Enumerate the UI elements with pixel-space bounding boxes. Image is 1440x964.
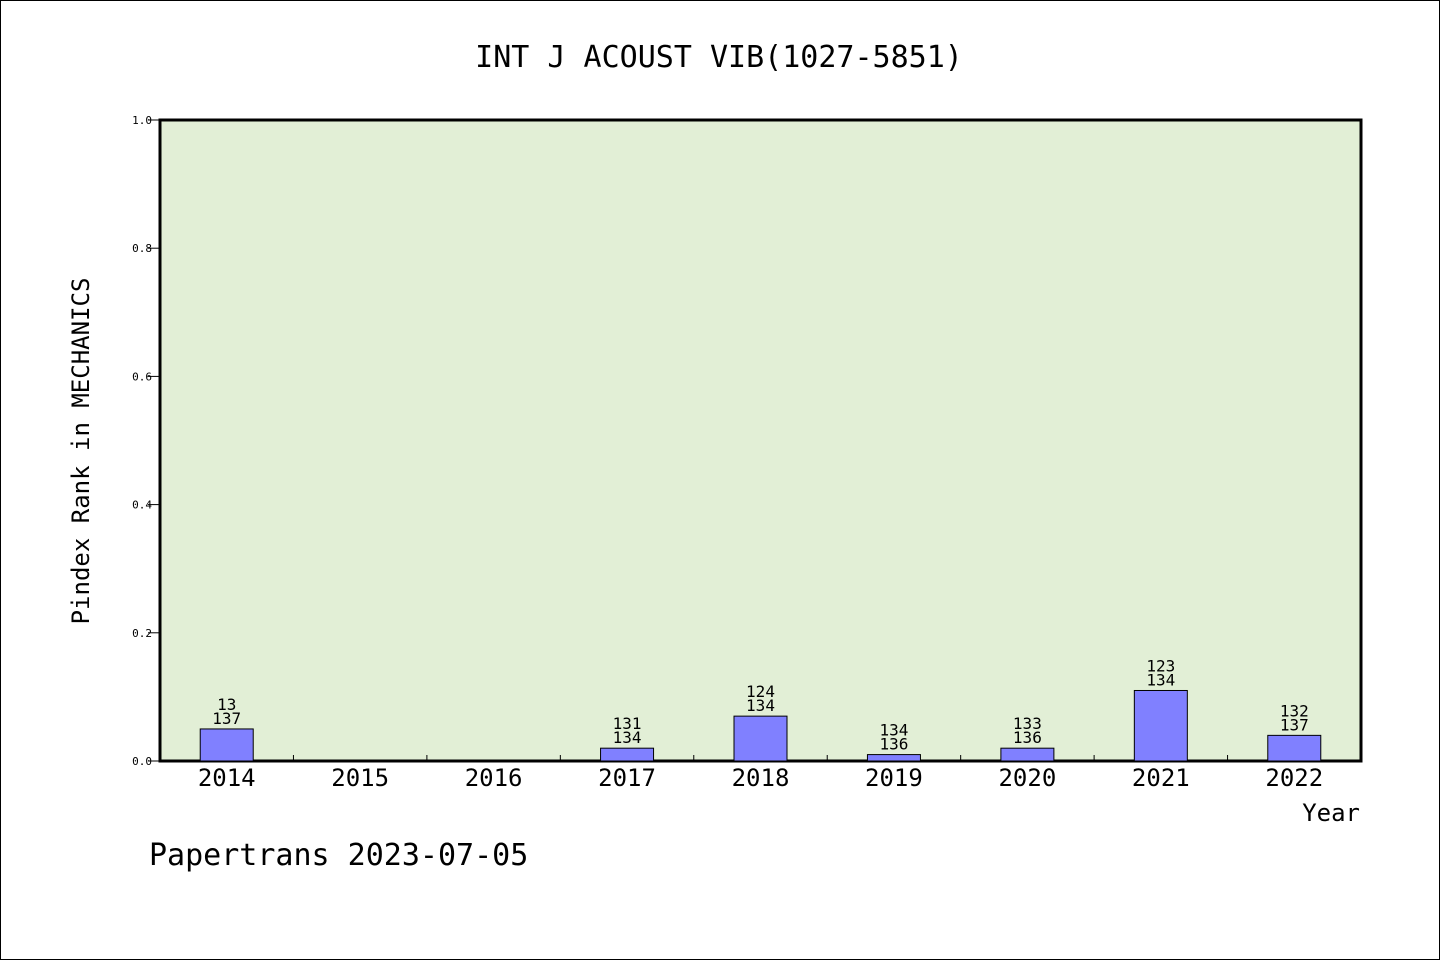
- y-tick-label: 0.0: [132, 755, 152, 768]
- bar-2019: [866, 754, 921, 762]
- y-tick-label: 0.6: [132, 370, 152, 383]
- bar-label-rank: 134: [879, 721, 908, 740]
- bar-2014: [199, 728, 254, 762]
- x-tick-label: 2014: [198, 764, 256, 792]
- y-tick-label: 0.4: [132, 499, 152, 512]
- x-tick-label: 2022: [1265, 764, 1323, 792]
- x-tick-label: 2017: [598, 764, 656, 792]
- y-tick-label: 0.2: [132, 627, 152, 640]
- x-tick-label: 2015: [331, 764, 389, 792]
- chart-title: INT J ACOUST VIB(1027-5851): [475, 40, 963, 75]
- bar-label-rank: 133: [1013, 714, 1042, 733]
- bar-label-rank: 124: [746, 682, 775, 701]
- bar-2020: [1000, 747, 1055, 762]
- footer-stamp: Papertrans 2023-07-05: [149, 838, 528, 873]
- x-axis-label: Year: [1302, 799, 1360, 827]
- bar-label-total: 134: [746, 696, 775, 715]
- y-axis-label: Pindex Rank in MECHANICS: [67, 278, 95, 625]
- bar-2022: [1267, 734, 1322, 762]
- bar-label-total: 137: [1280, 715, 1309, 734]
- y-axis: 0.0 0.2 0.4 0.6 0.8 1.0: [132, 114, 160, 768]
- bar-label-rank: 13: [217, 695, 236, 714]
- x-tick-label: 2018: [732, 764, 790, 792]
- y-tick-label: 0.8: [132, 242, 152, 255]
- bar-label-total: 136: [1013, 728, 1042, 747]
- x-tick-label: 2021: [1132, 764, 1190, 792]
- bar-label-rank: 131: [613, 714, 642, 733]
- bar-2018: [733, 715, 788, 762]
- plot-area: [158, 118, 1363, 763]
- x-tick-label: 2016: [465, 764, 523, 792]
- bars: [199, 689, 1322, 762]
- bar-label-rank: 132: [1280, 701, 1309, 720]
- x-tick-label: 2020: [998, 764, 1056, 792]
- y-tick-label: 1.0: [132, 114, 152, 127]
- x-axis: 2014 2015 2016 2017 2018 2019 2020 2021 2022: [198, 755, 1323, 792]
- bar-label-total: 136: [879, 735, 908, 754]
- x-tick-label: 2019: [865, 764, 923, 792]
- bar-label-rank: 123: [1146, 656, 1175, 675]
- bar-2021: [1133, 689, 1188, 762]
- bar-label-total: 134: [1146, 670, 1175, 689]
- bar-label-total: 134: [613, 728, 642, 747]
- bar-label-total: 137: [212, 709, 241, 728]
- bar-2017: [600, 747, 655, 762]
